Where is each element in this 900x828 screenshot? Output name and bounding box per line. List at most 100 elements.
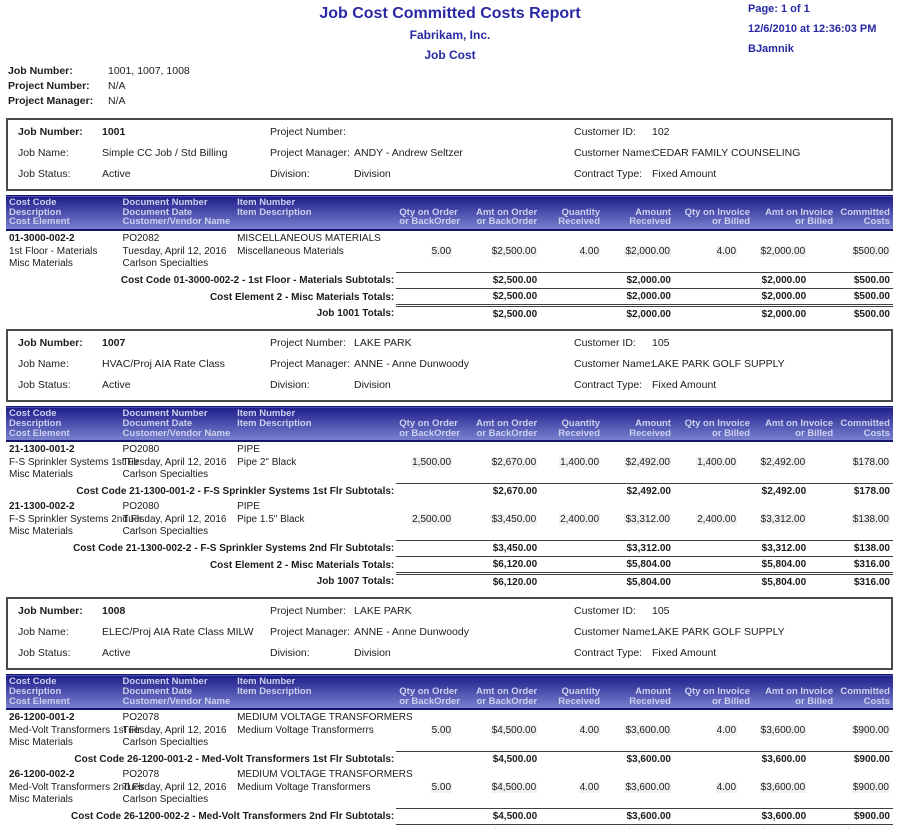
document-cell: PO2080 Tuesday, April 12, 2016 Carlson S… <box>120 499 235 541</box>
committed-costs-cell: $500.00 <box>836 230 893 273</box>
subtotal-label: Job 1001 Totals: <box>316 308 395 320</box>
cost-detail-row: 21-1300-002-2 F-S Sprinkler Systems 2nd … <box>6 499 893 541</box>
project-number-value: LAKE PARK <box>354 337 412 350</box>
subtotal-committed-costs: $500.00 <box>836 288 893 306</box>
document-date: Tuesday, April 12, 2016 <box>122 513 227 525</box>
subtotal-label: Cost Code 01-3000-002-2 - 1st Floor - Ma… <box>120 275 395 287</box>
document-number: PO2080 <box>122 501 160 513</box>
qty-on-invoice-value: 4.00 <box>715 725 738 737</box>
header-line: Costs <box>863 427 890 439</box>
subtotal-amt-on-invoice: $3,600.00 <box>753 808 837 825</box>
cost-table-header-row: Cost Code Description Cost Element Docum… <box>6 406 893 443</box>
customer-vendor-name: Carlson Specialties <box>122 794 209 806</box>
subtotal-row: Cost Code 21-1300-001-2 - F-S Sprinkler … <box>6 483 893 500</box>
project-manager-label: Project Manager: <box>270 147 350 159</box>
subtotal-spacer <box>673 304 754 323</box>
qty-on-order-value: 5.00 <box>430 725 453 737</box>
item-number: MISCELLANEOUS MATERIALS <box>237 233 381 245</box>
committed-costs-value: $178.00 <box>851 457 890 469</box>
customer-name-label: Customer Name: <box>574 626 654 639</box>
job-status-value: Active <box>102 379 131 392</box>
customer-name-label: Customer Name: <box>574 147 654 159</box>
subtotal-label: Job 1007 Totals: <box>316 576 395 588</box>
cost-description: Med-Volt Transformers 2nd Flr <box>9 781 145 793</box>
subtotal-committed-costs: $500.00 <box>836 304 893 323</box>
subtotal-committed-costs: $500.00 <box>836 272 893 289</box>
header-line: or BackOrder <box>476 695 538 707</box>
filter-project-manager: Project Manager: N/A <box>8 94 900 109</box>
quantity-received-cell: 4.00 <box>540 709 603 752</box>
job-name-value: HVAC/Proj AIA Rate Class <box>102 358 225 371</box>
subtotal-amt-on-invoice: $2,492.00 <box>753 483 837 500</box>
division-value: Division <box>354 168 391 180</box>
subtotal-spacer <box>540 272 604 289</box>
subtotal-label: Cost Code 21-1300-001-2 - F-S Sprinkler … <box>76 485 395 497</box>
subtotal-committed-costs: $316.00 <box>836 572 893 591</box>
subtotal-spacer <box>673 808 754 825</box>
amt-on-invoice-value: $2,492.00 <box>759 457 807 469</box>
report-filters: Job Number: 1001, 1007, 1008 Project Num… <box>8 64 900 109</box>
subtotal-amount-received: $3,312.00 <box>603 540 674 557</box>
subtotal-spacer <box>673 824 754 828</box>
cost-code-cell: 26-1200-001-2 Med-Volt Transformers 1st … <box>6 709 141 752</box>
subtotal-committed-costs: $178.00 <box>836 483 893 500</box>
customer-id-value: 105 <box>652 605 670 618</box>
document-number: PO2078 <box>122 769 160 781</box>
filter-job-number: Job Number: 1001, 1007, 1008 <box>8 64 900 79</box>
qty-on-order-cell: 2,500.00 <box>396 499 455 541</box>
qty-on-order-value: 5.00 <box>430 246 453 258</box>
item-number: MEDIUM VOLTAGE TRANSFORMERS <box>237 769 413 781</box>
subtotal-row: Cost Element 2 - Misc Materials Totals: … <box>6 556 893 574</box>
quantity-received-cell: 4.00 <box>540 230 603 273</box>
col-header-amt-on-order: Amt on Order or BackOrder <box>455 195 541 232</box>
customer-id-label: Customer ID: <box>574 126 636 138</box>
cost-code: 21-1300-002-2 <box>9 501 75 513</box>
header-line: Document Date <box>122 417 193 429</box>
project-manager-value: ANNE - Anne Dunwoody <box>354 358 469 371</box>
header-line: Qty on Order <box>399 417 458 429</box>
company-name: Fabrikam, Inc. <box>409 28 491 42</box>
item-cell: PIPE Pipe 1.5" Black <box>234 499 396 541</box>
job-info-box: Job Number: 1008 Project Number: LAKE PA… <box>6 597 893 671</box>
subtotal-amt-on-order: $2,500.00 <box>455 304 541 323</box>
qty-on-invoice-value: 1,400.00 <box>696 457 738 469</box>
header-line: Cost Code <box>9 408 57 420</box>
committed-costs-cell: $900.00 <box>836 767 893 809</box>
subtotal-amount-received: $5,804.00 <box>603 572 674 591</box>
filter-project-manager-value: N/A <box>108 95 126 107</box>
header-line: Quantity <box>561 685 601 697</box>
filter-project-number: Project Number: N/A <box>8 79 900 94</box>
header-line: Document Number <box>122 197 208 208</box>
project-manager-label: Project Manager: <box>270 626 350 639</box>
header-line: Amt on Invoice <box>765 417 834 429</box>
col-header-qty-on-order: Qty on Order or BackOrder <box>396 674 460 711</box>
subtotal-committed-costs: $900.00 <box>836 808 893 825</box>
qty-on-order-value: 1,500.00 <box>411 457 453 469</box>
subtotal-spacer <box>396 272 456 289</box>
header-line: Item Description <box>237 685 312 697</box>
header-line: Quantity <box>561 417 601 429</box>
col-header-amount-received: Amount Received <box>603 406 674 443</box>
header-line: Costs <box>863 695 890 707</box>
customer-name-value: LAKE PARK GOLF SUPPLY <box>652 626 785 639</box>
job-name-label: Job Name: <box>18 626 69 639</box>
project-number-label: Project Number: <box>270 337 346 350</box>
job-section: Job Number: 1008 Project Number: LAKE PA… <box>0 597 900 828</box>
subtotal-row: Cost Code 26-1200-001-2 - Med-Volt Trans… <box>6 751 893 768</box>
customer-id-value: 102 <box>652 126 670 138</box>
subtotal-spacer <box>396 751 456 768</box>
job-section: Job Number: 1007 Project Number: LAKE PA… <box>0 329 900 591</box>
customer-name-value: CEDAR FAMILY COUNSELING <box>652 147 801 159</box>
qty-on-invoice-value: 2,400.00 <box>696 514 738 526</box>
report-title-block: Job Cost Committed Costs Report Fabrikam… <box>0 5 900 62</box>
amt-on-invoice-cell: $2,492.00 <box>753 441 836 484</box>
col-header-amt-on-invoice: Amt on Invoice or Billed <box>753 674 837 711</box>
document-date: Tuesday, April 12, 2016 <box>122 724 227 736</box>
header-line: Amt on Order <box>475 417 538 429</box>
qty-on-invoice-cell: 4.00 <box>674 230 753 273</box>
subtotal-spacer <box>396 304 456 323</box>
subtotal-spacer <box>540 483 604 500</box>
subtotal-amt-on-invoice: $3,600.00 <box>753 751 837 768</box>
header-line: Qty on Order <box>399 206 458 218</box>
